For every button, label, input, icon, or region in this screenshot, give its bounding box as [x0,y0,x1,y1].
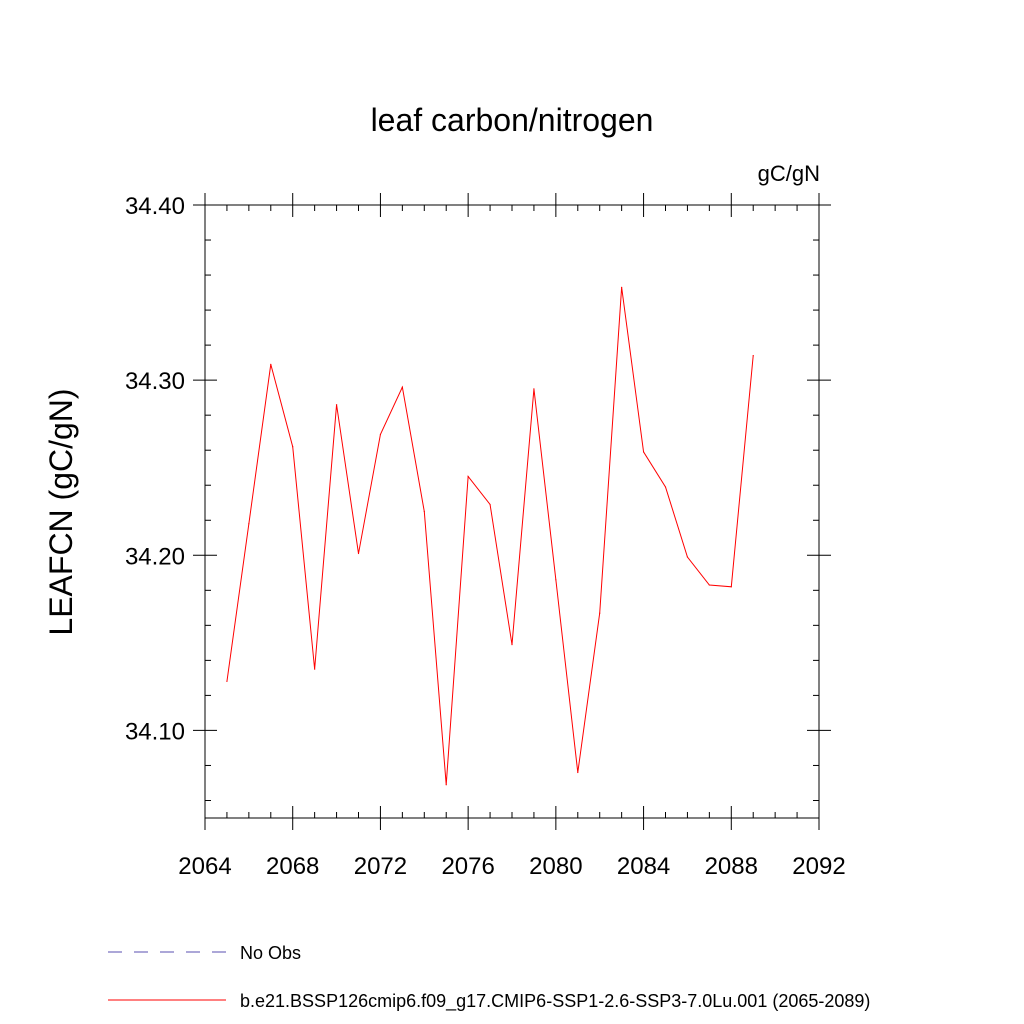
data-point [467,475,469,478]
data-point [642,451,645,453]
y-axis-label: LEAFCN (gC/gN) [43,388,79,635]
legend-label: No Obs [240,943,301,963]
series-line [226,287,754,785]
y-tick-label: 34.10 [125,718,185,745]
x-tick-label: 2084 [617,853,670,880]
legend-label: b.e21.BSSP126cmip6.f09_g17.CMIP6-SSP1-2.… [240,991,870,1012]
data-point [379,433,382,436]
x-tick-label: 2076 [441,853,494,880]
data-point [708,584,710,586]
data-point [511,644,513,646]
y-tick-label: 34.20 [125,543,185,570]
data-point [686,556,689,558]
data-point [664,486,667,488]
data-point [226,680,228,682]
data-point [489,503,491,506]
units-label: gC/gN [758,161,820,186]
legend: No Obs b.e21.BSSP126cmip6.f09_g17.CMIP6-S… [108,943,870,1012]
y-tick-label: 34.40 [125,193,185,220]
x-tick-label: 2088 [705,853,758,880]
data-point [423,510,425,513]
data-point [401,386,403,388]
data-point [270,363,272,365]
data-point [752,355,754,357]
x-tick-label: 2072 [354,853,407,880]
data-point [357,552,360,555]
data-point [533,388,535,390]
plot-area-frame [204,204,820,819]
x-tick-label: 2092 [792,853,845,880]
axis-ticks: 2064 2068 2072 2076 2080 2084 2088 2092 34.10 34.… [125,193,846,880]
data-point [599,612,601,614]
series-layer [226,286,754,786]
chart-title: leaf carbon/nitrogen [371,102,654,138]
data-point [555,579,557,581]
data-point [248,523,250,525]
x-tick-label: 2064 [178,853,231,880]
data-point [335,404,338,406]
data-point [314,668,316,670]
x-tick-label: 2080 [529,853,582,880]
data-point [445,784,447,786]
y-tick-label: 34.30 [125,368,185,395]
data-point [292,446,294,448]
data-point [577,771,579,774]
data-point [730,586,732,588]
data-point [621,286,623,288]
x-tick-label: 2068 [266,853,319,880]
